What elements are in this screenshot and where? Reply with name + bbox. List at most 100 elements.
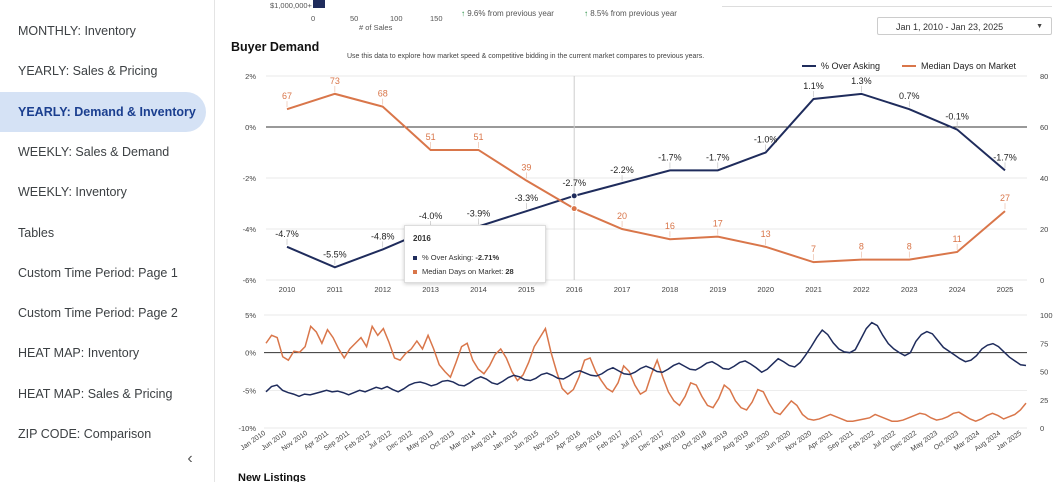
x-axis-tick: 2010	[279, 285, 296, 294]
over-asking-data-label: 1.3%	[851, 76, 872, 86]
right-axis-tick: 80	[1040, 72, 1048, 81]
over-asking-data-label: -3.3%	[515, 193, 539, 203]
stat-price-change: ↑ 8.5% from previous year	[584, 9, 677, 18]
left-axis-tick: -6%	[243, 276, 257, 285]
over-asking-data-label: -0.1%	[945, 112, 969, 122]
left-axis-tick: 2%	[245, 72, 256, 81]
left-axis-tick: 0%	[245, 123, 256, 132]
tooltip-value: -2.71%	[475, 253, 500, 262]
x-axis-tick: 2015	[518, 285, 535, 294]
x-axis-tick: 2024	[949, 285, 966, 294]
over-asking-data-label: -3.9%	[467, 208, 491, 218]
legend-days-on-market: Median Days on Market	[921, 61, 1017, 71]
x-axis-tick: 2016	[566, 285, 583, 294]
stat-price-change-text: 8.5% from previous year	[590, 9, 677, 18]
right-axis-tick: 20	[1040, 225, 1048, 234]
tooltip-row-days-on-market: Median Days on Market: 28	[413, 267, 514, 276]
left-axis-tick: -4%	[243, 225, 257, 234]
over-asking-data-label: -1.7%	[706, 152, 730, 162]
x-axis-tick: 2019	[709, 285, 726, 294]
left-axis-tick: -5%	[243, 386, 257, 395]
snippet-tick: 0	[311, 14, 316, 23]
legend-over-asking: % Over Asking	[821, 61, 880, 71]
days-on-market-data-label: 27	[1000, 193, 1010, 203]
sidebar-nav: MONTHLY: Inventory YEARLY: Sales & Pricin…	[0, 0, 215, 482]
sidebar-item[interactable]: WEEKLY: Inventory	[18, 185, 127, 200]
stat-sales-change-text: 9.6% from previous year	[467, 9, 554, 18]
x-axis-tick: 2022	[853, 285, 870, 294]
series-monthly-over-asking-line	[265, 321, 1027, 398]
right-axis-tick: 0	[1040, 424, 1044, 433]
over-asking-data-label: -2.2%	[610, 165, 634, 175]
sidebar-item[interactable]: HEAT MAP: Sales & Pricing	[18, 386, 173, 401]
right-axis-tick: 40	[1040, 174, 1048, 183]
days-on-market-data-label: 67	[282, 91, 292, 101]
tooltip-row-over-asking: % Over Asking: -2.71%	[413, 253, 499, 262]
up-arrow-icon: ↑	[461, 9, 465, 18]
days-on-market-data-label: 68	[378, 89, 388, 99]
x-axis-tick: 2017	[614, 285, 631, 294]
over-asking-data-label: -1.0%	[754, 135, 778, 145]
sidebar-item[interactable]: HEAT MAP: Inventory	[18, 346, 140, 361]
date-range-value: Jan 1, 2010 - Jan 23, 2025	[896, 22, 1004, 32]
days-on-market-data-label: 51	[473, 132, 483, 142]
sidebar-item[interactable]: MONTHLY: Inventory	[18, 24, 136, 38]
over-asking-data-label: 1.1%	[803, 81, 824, 91]
sidebar-item[interactable]: YEARLY: Demand & Inventory	[0, 91, 206, 132]
days-on-market-data-label: 8	[907, 242, 912, 252]
highlight-point	[570, 205, 578, 213]
sidebar-item[interactable]: Custom Time Period: Page 2	[18, 306, 178, 321]
over-asking-data-label: -4.0%	[419, 211, 443, 221]
legend-swatch	[413, 270, 417, 275]
right-axis-tick: 60	[1040, 123, 1048, 132]
legend-swatch	[413, 256, 417, 261]
over-asking-data-label: -2.7%	[562, 178, 586, 188]
days-on-market-data-label: 16	[665, 221, 675, 231]
chevron-left-icon[interactable]: ‹	[187, 450, 193, 467]
x-axis-tick: 2020	[757, 285, 774, 294]
x-axis-tick: 2012	[374, 285, 391, 294]
over-asking-data-label: -1.7%	[658, 152, 682, 162]
up-arrow-icon: ↑	[584, 9, 588, 18]
days-on-market-data-label: 39	[521, 163, 531, 173]
days-on-market-data-label: 73	[330, 76, 340, 86]
left-axis-tick: -10%	[238, 424, 256, 433]
x-axis-tick: 2025	[997, 285, 1014, 294]
days-on-market-data-label: 8	[859, 242, 864, 252]
over-asking-data-label: -4.7%	[275, 229, 299, 239]
tooltip-label: Median Days on Market:	[422, 267, 506, 276]
over-asking-data-label: 0.7%	[899, 91, 920, 101]
x-axis-tick: 2011	[327, 285, 343, 294]
right-axis-tick: 50	[1040, 368, 1048, 377]
sidebar-item[interactable]: Custom Time Period: Page 1	[18, 265, 178, 280]
date-range-picker[interactable]: Jan 1, 2010 - Jan 23, 2025 ▼	[877, 17, 1052, 35]
x-axis-tick: 2023	[901, 285, 918, 294]
divider	[722, 6, 1052, 7]
x-axis-tick: 2018	[662, 285, 679, 294]
right-axis-tick: 75	[1040, 339, 1048, 348]
days-on-market-data-label: 20	[617, 211, 627, 221]
stat-sales-change: ↑ 9.6% from previous year	[461, 9, 554, 18]
chevron-down-icon: ▼	[1036, 23, 1043, 30]
main-content: $1,000,000+ 0 50 100 150 # of Sales ↑ 9.…	[214, 0, 1062, 482]
buyer-demand-title: Buyer Demand	[231, 40, 320, 54]
over-asking-data-label: -5.5%	[323, 249, 347, 259]
sidebar-item[interactable]: YEARLY: Sales & Pricing	[18, 64, 158, 79]
x-axis-tick: 2014	[470, 285, 487, 294]
tooltip-value: 28	[505, 267, 514, 276]
right-axis-tick: 0	[1040, 276, 1044, 285]
series-monthly-days-on-market-line	[265, 324, 1027, 423]
buyer-demand-description: Use this data to explore how market spee…	[347, 53, 705, 60]
snippet-xlabel: # of Sales	[359, 23, 393, 32]
highlight-point	[570, 192, 578, 200]
snippet-tick: 50	[350, 14, 359, 23]
sidebar-item[interactable]: ZIP CODE: Comparison	[18, 427, 152, 441]
sidebar-item[interactable]: WEEKLY: Sales & Demand	[18, 144, 170, 159]
days-on-market-data-label: 17	[713, 219, 723, 229]
snippet-tick: 100	[390, 14, 403, 23]
sidebar-item[interactable]: Tables	[18, 225, 55, 240]
snippet-axis-top-label: $1,000,000+	[270, 1, 312, 10]
left-axis-tick: 5%	[245, 311, 256, 320]
new-listings-title: New Listings	[238, 472, 306, 482]
